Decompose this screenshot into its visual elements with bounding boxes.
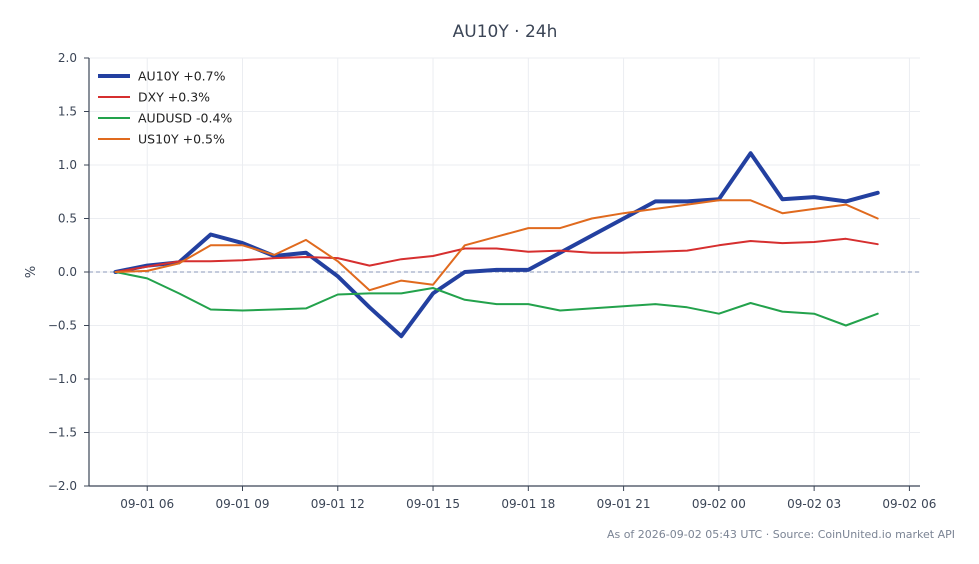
axes: −2.0 −1.5 −1.0 −0.5 0.0 0.5 1.0 1.5 2.0 09-01 06 0… <box>48 51 937 511</box>
x-tick-label: 09-01 06 <box>120 497 174 511</box>
y-tick-label: 2.0 <box>58 51 77 65</box>
footer-source-note: As of 2026-09-02 05:43 UTC · Source: Coi… <box>607 528 955 541</box>
series-lines <box>113 151 880 339</box>
series-line-au10y <box>113 151 880 339</box>
y-tick-label: 1.5 <box>58 105 77 119</box>
x-tick-label: 09-01 12 <box>311 497 365 511</box>
x-tick-label: 09-01 09 <box>216 497 270 511</box>
y-tick-label: 0.5 <box>58 212 77 226</box>
y-tick-label: −0.5 <box>48 319 77 333</box>
legend-label-audusd: AUDUSD -0.4% <box>138 111 232 126</box>
y-tick-label: −1.0 <box>48 372 77 386</box>
y-axis-label: % <box>24 266 39 278</box>
x-tick-label: 09-01 21 <box>597 497 651 511</box>
legend-label-dxy: DXY +0.3% <box>138 90 210 105</box>
x-tick-label: 09-01 15 <box>406 497 460 511</box>
legend: AU10Y +0.7% DXY +0.3% AUDUSD -0.4% US10Y +0… <box>98 69 232 147</box>
legend-label-us10y: US10Y +0.5% <box>138 132 225 147</box>
x-tick-label: 09-02 00 <box>692 497 746 511</box>
x-tick-label: 09-02 06 <box>882 497 936 511</box>
y-tick-label: −1.5 <box>48 426 77 440</box>
legend-label-au10y: AU10Y +0.7% <box>138 69 226 84</box>
x-tick-label: 09-01 18 <box>501 497 555 511</box>
x-tick-label: 09-02 03 <box>787 497 841 511</box>
y-tick-label: 0.0 <box>58 265 77 279</box>
series-line-audusd <box>114 271 879 327</box>
y-tick-label: 1.0 <box>58 158 77 172</box>
series-line-dxy <box>114 237 879 273</box>
y-tick-label: −2.0 <box>48 479 77 493</box>
series-line-us10y <box>114 199 879 292</box>
chart-title: AU10Y · 24h <box>453 22 558 42</box>
